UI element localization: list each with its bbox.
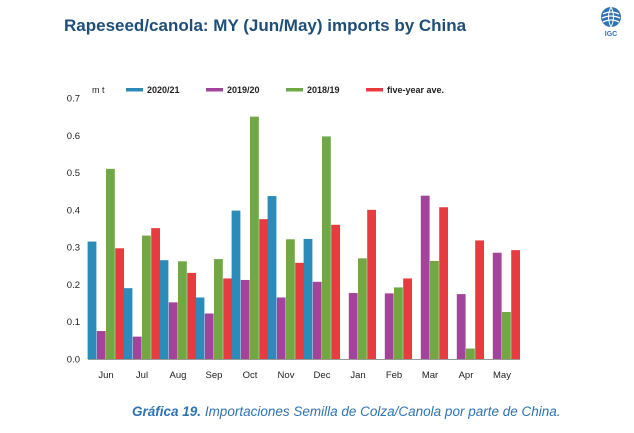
x-tick-label: Nov (278, 370, 295, 381)
bar (178, 261, 187, 359)
bar (394, 287, 403, 359)
y-tick-label: 0.7 (67, 94, 80, 105)
x-tick-label: Feb (386, 370, 402, 381)
bar (223, 278, 232, 359)
y-tick-label: 0.6 (67, 131, 80, 142)
bar (231, 210, 241, 359)
bar (358, 258, 367, 359)
bar (331, 224, 340, 359)
y-tick-label: 0.5 (67, 168, 80, 179)
bar (511, 250, 520, 359)
bar (250, 116, 259, 359)
bar (456, 294, 466, 359)
bar (123, 288, 133, 359)
x-tick-label: Jul (136, 370, 148, 381)
figure-caption: Gráfica 19. Importaciones Semilla de Col… (132, 404, 561, 419)
bar (142, 235, 151, 359)
bar (322, 136, 331, 359)
bar (286, 239, 295, 359)
bar (187, 272, 196, 359)
legend-label: five-year ave. (387, 85, 444, 95)
bar (214, 259, 223, 359)
y-tick-label: 0.2 (67, 280, 80, 291)
x-tick-label: Jan (350, 370, 365, 381)
bar (420, 195, 430, 359)
legend-swatch (206, 88, 223, 92)
bar (267, 196, 277, 359)
x-tick-label: May (493, 370, 511, 381)
bar (195, 297, 205, 359)
bar (96, 331, 106, 359)
bar (204, 313, 214, 359)
legend-swatch (366, 88, 383, 92)
bar (384, 293, 394, 359)
bar-layer (87, 116, 520, 359)
bar (348, 293, 358, 359)
y-tick-label: 0.3 (67, 243, 80, 254)
legend-label: 2019/20 (227, 85, 260, 95)
igc-logo-icon: IGC (601, 6, 621, 38)
bar (466, 348, 475, 359)
chart-title: Rapeseed/canola: MY (Jun/May) imports by… (64, 16, 467, 35)
y-tick-label: 0.1 (67, 317, 80, 328)
bar (295, 262, 304, 359)
bar (106, 168, 115, 359)
bar (240, 279, 250, 359)
axis-layer: 0.0 0.1 0.2 0.3 0.4 0.5 0.6 0.7 Jun Jul Aug Sep Oct N… (67, 94, 520, 381)
x-tick-label: Dec (314, 370, 331, 381)
legend-swatch (286, 88, 303, 92)
caption-prefix: Gráfica 19. (132, 404, 202, 419)
bar (430, 260, 439, 359)
bar (115, 248, 124, 359)
legend-label: 2018/19 (307, 85, 340, 95)
x-tick-label: Jun (98, 370, 113, 381)
logo-text: IGC (605, 31, 617, 38)
x-tick-label: Apr (459, 370, 474, 381)
bar (276, 297, 286, 359)
x-tick-label: Sep (206, 370, 223, 381)
bar (502, 312, 511, 359)
bar-chart: 0.0 0.1 0.2 0.3 0.4 0.5 0.6 0.7 Jun Jul Aug Sep Oct N… (67, 85, 520, 381)
bar (403, 278, 412, 359)
y-tick-label: 0.0 (67, 355, 80, 366)
y-tick-label: 0.4 (67, 205, 80, 216)
bar (259, 219, 268, 359)
legend-label: 2020/21 (147, 85, 180, 95)
bar (132, 336, 142, 359)
x-tick-label: Oct (243, 370, 258, 381)
x-tick-label: Mar (422, 370, 438, 381)
bar (367, 209, 376, 359)
bar (303, 238, 313, 359)
bar (168, 302, 178, 359)
unit-label: m t (92, 85, 105, 95)
caption-text: Importaciones Semilla de Colza/Canola po… (204, 404, 561, 419)
bar (159, 260, 169, 359)
bar (475, 240, 484, 359)
legend: m t 2020/21 2019/20 2018/19 five-year ave. (92, 85, 444, 95)
bar (312, 281, 322, 359)
legend-swatch (126, 88, 143, 92)
bar (87, 241, 97, 359)
bar (492, 252, 502, 359)
x-tick-label: Aug (170, 370, 187, 381)
bar (151, 228, 160, 359)
bar (439, 207, 448, 359)
